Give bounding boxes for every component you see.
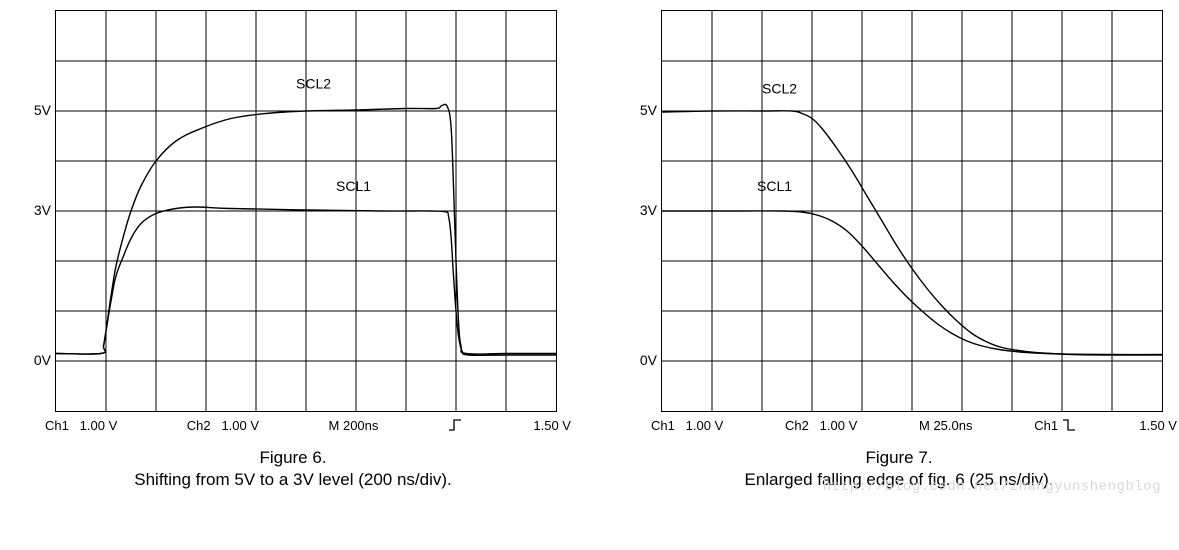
figure-7-footer: Ch1 1.00 V Ch2 1.00 V M 25.0ns Ch1 1.50 V xyxy=(621,418,1177,433)
footer-timebase: M 200ns xyxy=(329,418,379,433)
figure-7-svg: SCL2 SCL1 xyxy=(662,11,1162,411)
y-axis-label: 0V xyxy=(34,352,51,368)
figure-6-scope-wrap: 5V 3V 0V SCL2 SCL1 xyxy=(29,10,557,412)
figure-7-scope-wrap: 5V 3V 0V SCL2 SCL1 xyxy=(635,10,1163,412)
footer-ch1: Ch1 1.00 V xyxy=(651,418,723,433)
footer-timebase: M 25.0ns xyxy=(919,418,972,433)
y-axis-label: 5V xyxy=(34,102,51,118)
figure-7-caption-title: Figure 7. xyxy=(865,448,932,467)
figure-6-caption-title: Figure 6. xyxy=(259,448,326,467)
footer-ch1: Ch1 1.00 V xyxy=(45,418,117,433)
footer-trig: Ch1 xyxy=(1034,418,1077,433)
figure-6-y-labels: 5V 3V 0V xyxy=(29,10,55,410)
svg-text:SCL2: SCL2 xyxy=(762,81,797,97)
figure-6-footer: Ch1 1.00 V Ch2 1.00 V M 200ns 1.50 V xyxy=(15,418,571,433)
figures-row: 5V 3V 0V SCL2 SCL1 Ch1 1.00 V Ch2 1.00 V M 20… xyxy=(15,10,1164,491)
watermark: http://blog.csdn.net/zhangyunshengblog xyxy=(823,479,1161,495)
figure-6: 5V 3V 0V SCL2 SCL1 Ch1 1.00 V Ch2 1.00 V M 20… xyxy=(15,10,571,491)
footer-trig xyxy=(448,418,464,433)
y-axis-label: 3V xyxy=(34,202,51,218)
svg-text:SCL2: SCL2 xyxy=(296,76,331,92)
figure-6-caption-text: Shifting from 5V to a 3V level (200 ns/d… xyxy=(134,470,452,489)
svg-text:SCL1: SCL1 xyxy=(757,178,792,194)
footer-ch2: Ch2 1.00 V xyxy=(187,418,259,433)
y-axis-label: 0V xyxy=(640,352,657,368)
figure-7-scope: SCL2 SCL1 xyxy=(661,10,1163,412)
y-axis-label: 3V xyxy=(640,202,657,218)
footer-trig-val: 1.50 V xyxy=(1139,418,1177,433)
footer-ch2: Ch2 1.00 V xyxy=(785,418,857,433)
svg-text:SCL1: SCL1 xyxy=(336,178,371,194)
figure-6-caption: Figure 6. Shifting from 5V to a 3V level… xyxy=(134,447,452,491)
figure-6-svg: SCL2 SCL1 xyxy=(56,11,556,411)
figure-6-scope: SCL2 SCL1 xyxy=(55,10,557,412)
y-axis-label: 5V xyxy=(640,102,657,118)
figure-7: 5V 3V 0V SCL2 SCL1 Ch1 1.00 V Ch2 1.00 V M 25… xyxy=(621,10,1177,491)
footer-trig-val: 1.50 V xyxy=(533,418,571,433)
figure-7-y-labels: 5V 3V 0V xyxy=(635,10,661,410)
